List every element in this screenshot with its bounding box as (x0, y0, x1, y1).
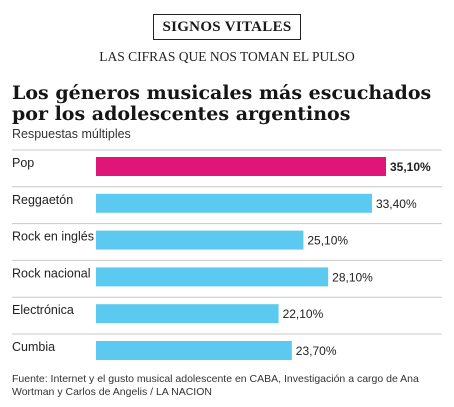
chart-note: Respuestas múltiples (12, 127, 131, 141)
source-note: Fuente: Internet y el gusto musical adol… (12, 373, 419, 398)
category-label: Electrónica (12, 303, 74, 317)
bar (96, 341, 292, 360)
category-label: Rock nacional (12, 266, 91, 280)
value-label: 35,10% (390, 160, 431, 174)
bar (96, 304, 279, 324)
category-label: Pop (12, 156, 34, 170)
category-label: Cumbia (12, 340, 55, 354)
value-label: 25,10% (307, 234, 348, 248)
value-label: 28,10% (332, 270, 373, 284)
value-label: 22,10% (283, 307, 324, 321)
category-label: Reggaetón (12, 193, 73, 207)
section-kicker: SIGNOS VITALES (153, 14, 301, 40)
value-label: 33,40% (376, 197, 417, 211)
bar (96, 193, 372, 213)
bar-chart: Pop 35,10% Reggaetón 33,40% Rock en inglés 25… (12, 149, 442, 360)
value-label: 23,70% (296, 344, 337, 358)
bar (96, 230, 304, 250)
category-label: Rock en inglés (12, 230, 94, 244)
bar (96, 267, 329, 287)
bar (96, 157, 386, 176)
section-subtitle: LAS CIFRAS QUE NOS TOMAN EL PULSO (99, 49, 355, 64)
chart-title: Los géneros musicales más escuchados por… (12, 82, 432, 125)
